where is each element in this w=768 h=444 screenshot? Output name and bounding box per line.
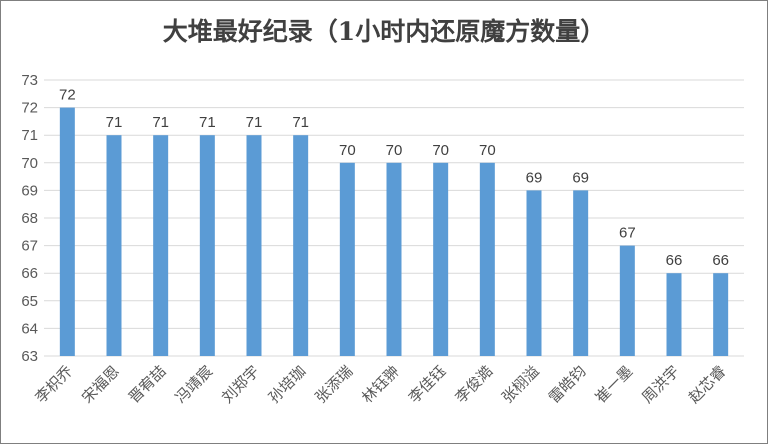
x-axis: 李枳乔 宋福恩 晋宥喆 冯靖宸 刘郑宇 孙培珈 张添瑞 林钰翀 李佳钰 李俊澔 张栩溢 雷皓钧 崔一墨周…: [32, 362, 730, 407]
x-tick-label: 孙培珈: [265, 362, 310, 407]
data-label: 71: [106, 114, 123, 131]
data-label: 71: [199, 114, 216, 131]
y-tick-label: 65: [21, 293, 38, 310]
data-label: 70: [432, 142, 449, 159]
bar: [339, 162, 355, 356]
bar: [386, 162, 402, 356]
data-label: 69: [572, 169, 589, 186]
bar: [153, 135, 169, 356]
y-tick-label: 66: [21, 265, 38, 282]
x-tick-label: 晋宥喆: [125, 362, 170, 407]
bar: [526, 190, 542, 356]
x-tick-label: 张栩溢: [498, 362, 543, 407]
y-tick-label: 71: [21, 127, 38, 144]
bars: [59, 107, 729, 356]
x-tick-label: 宋福恩: [78, 362, 123, 407]
bar: [246, 135, 262, 356]
y-axis: 63 64 65 66 67 68 69 70 71 72 73: [21, 72, 38, 365]
data-label: 66: [712, 252, 729, 269]
data-label: 71: [152, 114, 169, 131]
y-tick-label: 70: [21, 155, 38, 172]
data-label: 71: [246, 114, 263, 131]
x-tick-label: 崔一墨: [592, 362, 637, 407]
x-tick-label: 赵芯睿: [685, 362, 730, 407]
y-tick-label: 68: [21, 210, 38, 227]
x-tick-label: 李俊澔: [452, 362, 497, 407]
x-tick-label: 周洪宇: [638, 362, 683, 407]
bar: [619, 245, 635, 356]
bar: [59, 107, 75, 356]
bar: [433, 162, 449, 356]
data-label: 71: [292, 114, 309, 131]
bar: [479, 162, 495, 356]
data-label: 70: [386, 142, 403, 159]
y-tick-label: 64: [21, 320, 38, 337]
x-tick-label: 冯靖宸: [172, 362, 217, 407]
data-label: 69: [526, 169, 543, 186]
data-label: 67: [619, 225, 636, 242]
y-tick-label: 73: [21, 72, 38, 89]
bar: [666, 273, 682, 356]
bar: [573, 190, 589, 356]
bar: [713, 273, 729, 356]
x-tick-label: 雷皓钧: [545, 362, 590, 407]
y-tick-label: 63: [21, 348, 38, 365]
bar: [106, 135, 122, 356]
x-tick-label: 刘郑宇: [218, 362, 263, 407]
x-tick-label: 张添瑞: [312, 362, 357, 407]
x-tick-label: 李枳乔: [32, 362, 77, 407]
data-label: 66: [666, 252, 683, 269]
x-tick-label: 李佳钰: [405, 362, 450, 407]
y-tick-label: 72: [21, 100, 38, 117]
data-label: 72: [59, 87, 76, 104]
y-tick-label: 67: [21, 238, 38, 255]
y-tick-label: 69: [21, 182, 38, 199]
data-label: 70: [339, 142, 356, 159]
x-tick-label: 林钰翀: [358, 362, 403, 407]
bar: [199, 135, 215, 356]
bar: [293, 135, 309, 356]
data-labels: 72 71 71 71 71 71 70 70 70 70 69 69 67 66 66: [59, 87, 729, 270]
data-label: 70: [479, 142, 496, 159]
chart-title: 大堆最好纪录（1小时内还原魔方数量）: [162, 17, 606, 46]
